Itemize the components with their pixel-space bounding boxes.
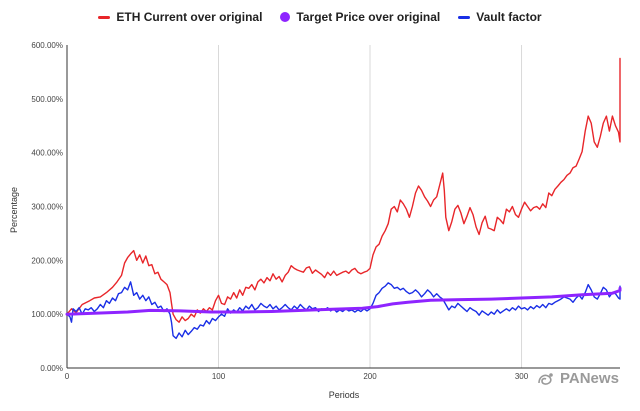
y-tick-label-200: 200.00% [31,256,63,265]
y-tick-label-400: 400.00% [31,149,63,158]
y-axis-title: Percentage [9,187,19,233]
axis-layer: 0.00% 100.00% 200.00% 300.00% 400.00% 500.00%… [31,41,620,381]
y-tick-label-0: 0.00% [40,364,63,373]
legend-swatch-eth [98,15,111,19]
y-tick-label-600: 600.00% [31,41,63,50]
series-line-target-price-over-original [65,286,622,316]
y-tick-label-100: 100.00% [31,310,63,319]
grid-layer [66,45,523,368]
y-tick-label-500: 500.00% [31,95,63,104]
x-tick-label-100: 100 [212,372,226,381]
chart-legend: ETH Current over original Target Price o… [0,10,640,24]
x-axis-title: Periods [329,390,360,400]
x-tick-label-200: 200 [363,372,377,381]
label-layer: Percentage Periods [9,187,360,400]
series-line-vault-factor [66,281,621,340]
legend-label-target-price: Target Price over original [296,10,441,24]
legend-swatch-target-price [280,12,291,22]
series-layer [65,57,622,340]
legend-item-vault-factor[interactable]: Vault factor [458,10,542,24]
series-line-eth-current-over-original [66,57,621,323]
legend-item-eth[interactable]: ETH Current over original [98,10,262,24]
legend-label-eth: ETH Current over original [116,10,263,24]
x-tick-label-0: 0 [65,372,70,381]
legend-item-target-price[interactable]: Target Price over original [280,10,440,24]
legend-label-vault-factor: Vault factor [476,10,542,24]
legend-swatch-vault-factor [458,15,471,19]
x-tick-label-300: 300 [515,372,529,381]
y-tick-label-300: 300.00% [31,203,63,212]
